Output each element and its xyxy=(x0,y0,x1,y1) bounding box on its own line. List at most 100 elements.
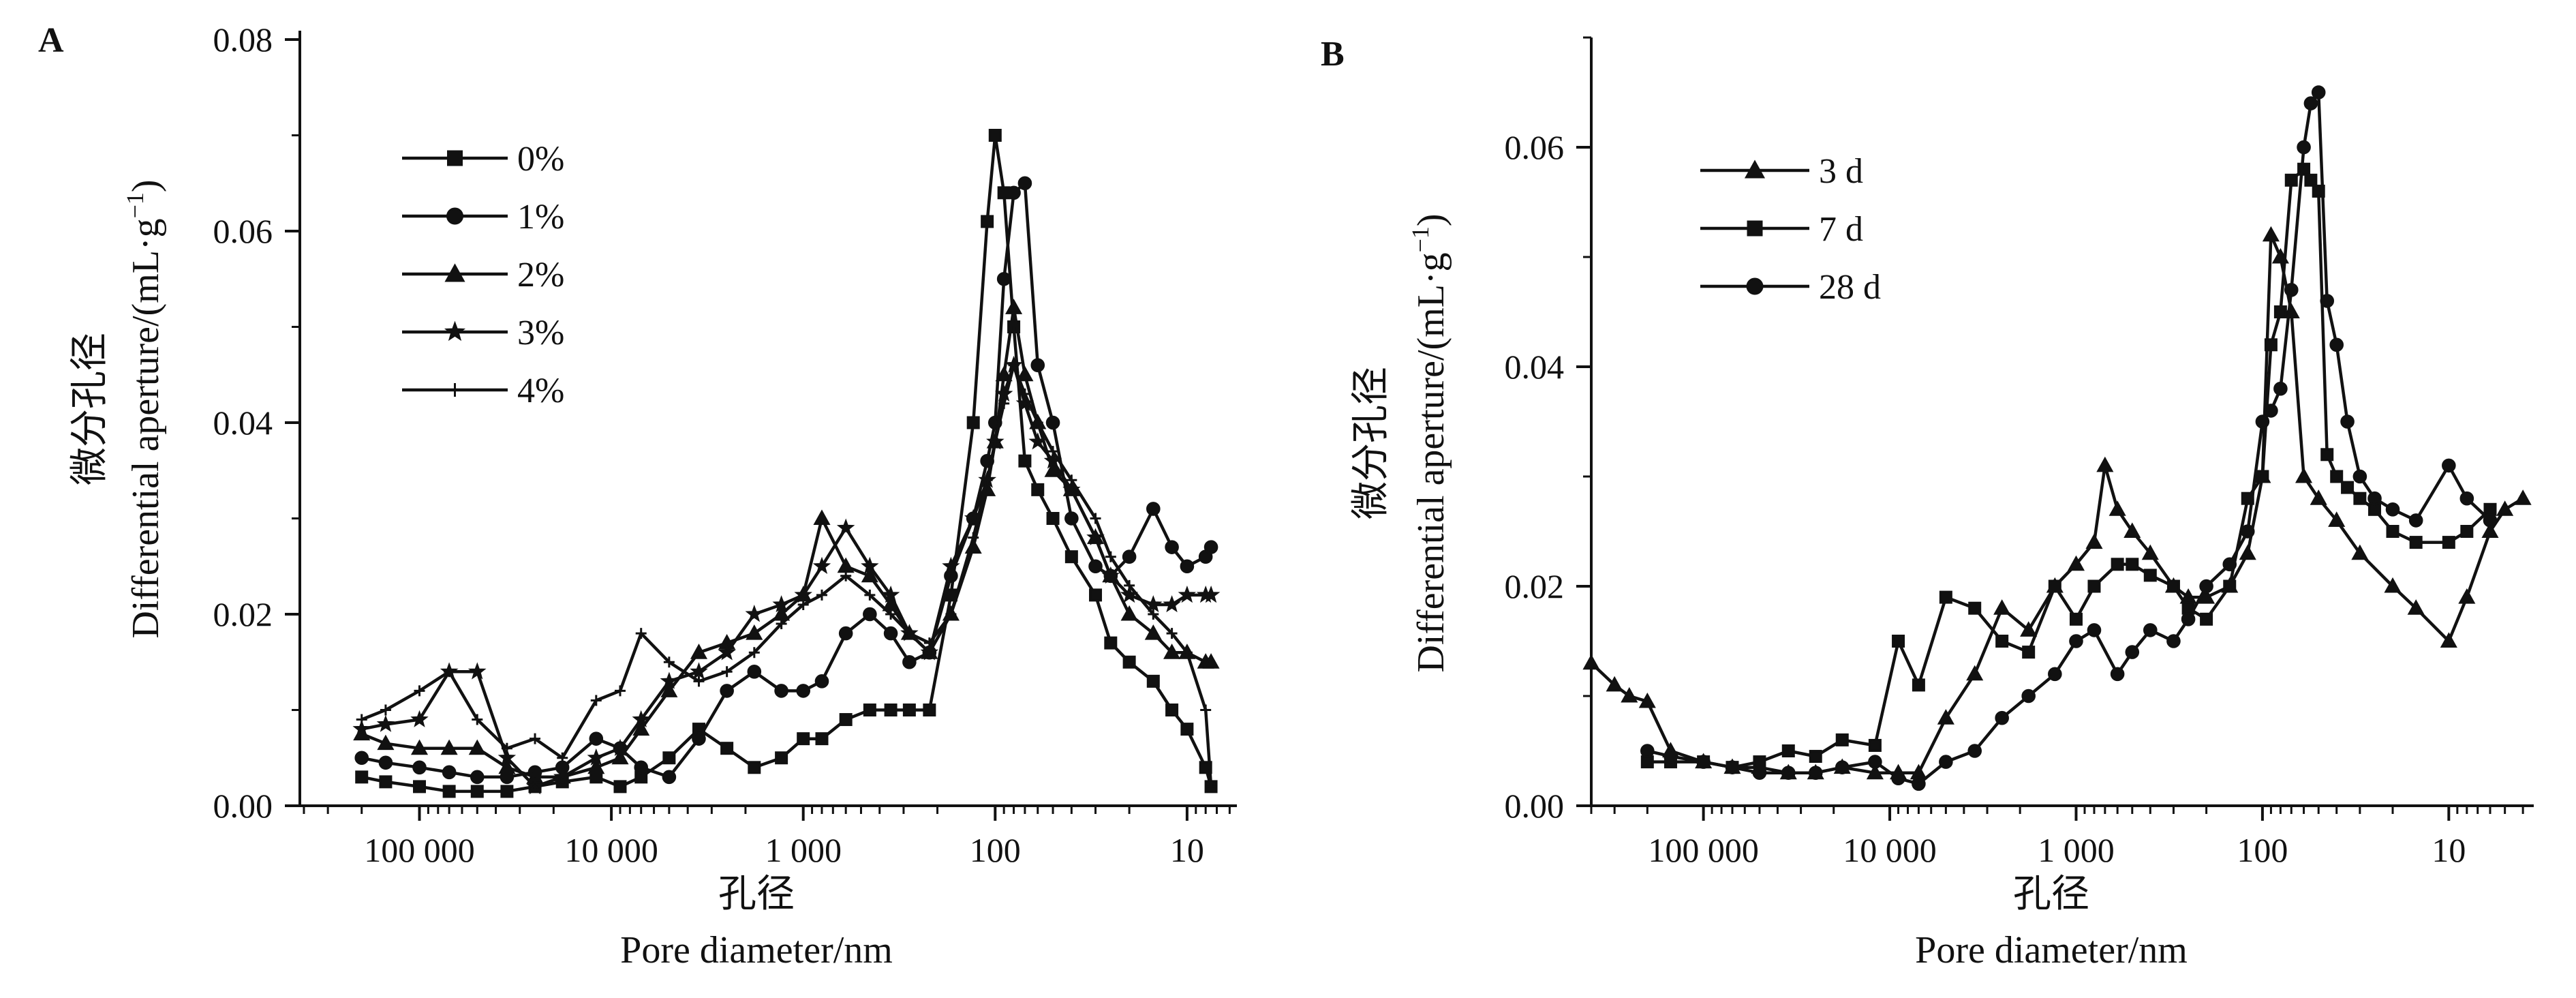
panel-a-data-point xyxy=(634,760,649,775)
panel-a-data-point xyxy=(863,704,876,716)
panel-a-data-point xyxy=(497,748,517,766)
panel-b-data-point xyxy=(2297,140,2311,155)
panel-a-legend-marker xyxy=(446,207,463,225)
panel-b-data-point xyxy=(2166,634,2181,648)
panel-a-data-point xyxy=(1046,512,1060,525)
panel-a-data-point xyxy=(884,704,898,716)
panel-a-data-point xyxy=(1008,359,1019,371)
panel-b-data-point xyxy=(2069,634,2083,648)
panel-a-data-point xyxy=(1163,644,1181,659)
panel-a-data-point xyxy=(1122,655,1136,669)
panel-b-data-point xyxy=(2408,513,2423,528)
panel-a-data-point xyxy=(414,685,425,697)
panel-a-data-point xyxy=(863,607,877,622)
panel-b-data-point xyxy=(2483,502,2497,516)
panel-b-data-point xyxy=(2351,544,2369,560)
panel-b-data-point xyxy=(2320,294,2335,308)
panel-b-data-point xyxy=(2048,667,2062,682)
panel-b-x-tick-label: 1 000 xyxy=(2038,831,2115,869)
panel-b-data-point xyxy=(2264,404,2278,418)
panel-b-data-point xyxy=(1621,686,1638,703)
panel-b-data-point xyxy=(2181,612,2196,626)
panel-b-data-point xyxy=(2141,544,2159,560)
panel-b-data-point xyxy=(2328,511,2346,527)
panel-a-legend-marker xyxy=(448,383,462,397)
panel-a-data-point xyxy=(881,585,900,603)
panel-b-data-point xyxy=(2264,338,2278,352)
panel-a-data-point xyxy=(553,768,572,785)
panel-a-data-point xyxy=(1031,483,1045,496)
panel-b-data-point xyxy=(2096,456,2114,472)
panel-a-legend-marker xyxy=(447,150,463,166)
panel-b-data-point xyxy=(1640,755,1654,769)
panel-a-legend-marker xyxy=(444,320,466,342)
panel-a-x-tick-label: 100 000 xyxy=(364,831,475,869)
panel-a-x-axis-label-en: Pore diameter/nm xyxy=(620,929,893,971)
panel-b-data-point xyxy=(2110,667,2125,682)
panel-b-data-point xyxy=(1912,776,1926,791)
panel-b-data-point xyxy=(2481,522,2499,538)
panel-a-data-point xyxy=(1146,674,1160,688)
panel-b-legend-item: 7 d xyxy=(1700,210,1863,249)
panel-a-data-point xyxy=(774,684,788,698)
panel-b-data-point xyxy=(1966,665,1984,681)
panel-b-data-point xyxy=(2460,525,2474,538)
panel-b-data-point xyxy=(1781,766,1796,780)
panel-a-data-point xyxy=(1206,781,1217,792)
panel-a-data-point xyxy=(410,710,429,727)
panel-b-data-point xyxy=(2407,599,2425,615)
panel-b-data-point xyxy=(1725,760,1740,774)
panel-b-data-point xyxy=(1967,744,1982,758)
panel-a-data-point xyxy=(840,570,852,581)
panel-a-data-point xyxy=(632,710,650,727)
panel-a-data-point xyxy=(797,599,809,610)
panel-b-data-point xyxy=(2125,645,2140,659)
panel-b-data-point xyxy=(2085,533,2103,549)
panel-a-data-point xyxy=(1005,299,1023,314)
panel-a-data-point xyxy=(692,731,706,746)
panel-a-data-point xyxy=(690,662,708,680)
panel-b-data-point xyxy=(2239,544,2256,560)
panel-a-data-point xyxy=(721,666,733,678)
panel-a-data-point xyxy=(525,776,545,795)
panel-b-data-point xyxy=(2109,500,2126,516)
panel-b-data-point xyxy=(1638,692,1656,708)
panel-a-data-point xyxy=(614,685,626,697)
panel-a-data-point xyxy=(632,720,650,736)
panel-a-legend: 0% 1% 2% 3% 4% xyxy=(402,140,564,410)
panel-a-y-tick-label: 0.08 xyxy=(213,20,273,59)
panel-b-y-tick-label: 0.06 xyxy=(1505,128,1565,166)
panel-b-legend-item: 28 d xyxy=(1700,268,1881,307)
panel-a-data-point xyxy=(1066,474,1077,486)
panel-a-data-point xyxy=(814,674,829,689)
panel-a-data-point xyxy=(902,654,917,669)
panel-b-data-point xyxy=(2199,579,2213,594)
panel-a-data-point xyxy=(611,748,629,765)
panel-a-data-point xyxy=(377,734,395,751)
panel-b-y-tick-label: 0.04 xyxy=(1505,348,1565,386)
panel-a-data-point xyxy=(1200,704,1212,716)
panel-a-data-point xyxy=(813,509,831,525)
panel-a-data-point xyxy=(467,662,487,680)
panel-a-data-point xyxy=(1201,585,1221,603)
panel-a-data-point xyxy=(839,713,853,727)
panel-a-y-tick-label: 0.00 xyxy=(213,787,273,825)
panel-a-data-point xyxy=(501,742,512,754)
panel-a-data-point xyxy=(690,644,708,659)
panel-b-data-point xyxy=(2368,502,2382,516)
panel-a-data-point xyxy=(355,770,369,784)
panel-a-data-point xyxy=(812,556,831,574)
panel-a-series xyxy=(352,129,1221,798)
panel-b-data-point xyxy=(2386,525,2399,538)
panel-b-y-axis-label-sup: −1 xyxy=(1407,226,1434,252)
panel-b-legend-label: 7 d xyxy=(1819,210,1863,249)
panel-a-data-point xyxy=(1086,528,1105,545)
panel-a-data-point xyxy=(1165,704,1179,716)
panel-a-data-point xyxy=(611,738,630,757)
panel-b-x-tick-label: 10 xyxy=(2432,831,2466,869)
panel-a-series-2 xyxy=(353,299,1220,784)
panel-b-series-line xyxy=(1647,167,2491,769)
panel-a-data-point xyxy=(440,739,458,755)
panel-b-data-point xyxy=(2087,579,2101,593)
panel-b-data-point xyxy=(2483,513,2498,528)
